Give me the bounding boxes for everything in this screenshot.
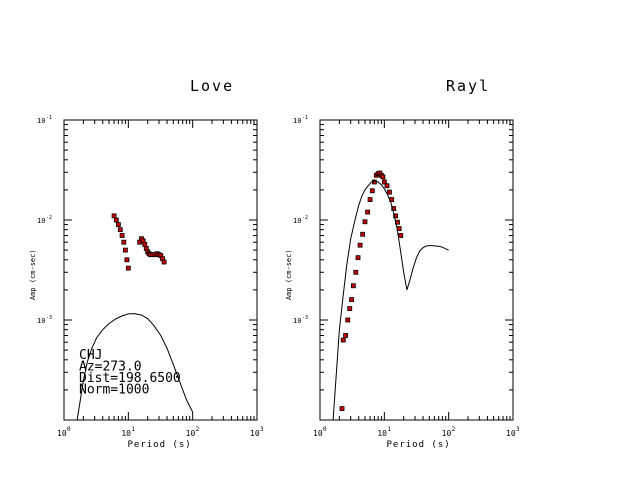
- data-point: [122, 247, 128, 253]
- data-point: [113, 217, 119, 223]
- x-tick-label-exp: 2: [452, 426, 456, 433]
- data-point: [380, 174, 386, 180]
- data-point: [387, 189, 392, 195]
- data-point: [369, 188, 375, 194]
- data-point: [345, 317, 351, 323]
- y-tick-label: 10: [293, 217, 301, 225]
- plot-frame: [319, 119, 514, 421]
- x-tick-label-exp: 0: [67, 426, 71, 433]
- station-annotation: Norm=1000: [79, 383, 149, 398]
- x-tick-label: 10: [186, 429, 196, 438]
- y-tick-label-exp: -1: [46, 115, 52, 121]
- data-point: [119, 233, 125, 238]
- data-point: [349, 297, 355, 302]
- data-point: [355, 255, 361, 261]
- x-tick-label-exp: 3: [516, 426, 520, 433]
- x-tick-label: 10: [377, 429, 387, 438]
- y-tick-label-exp: -2: [302, 215, 308, 221]
- data-point: [365, 209, 371, 215]
- data-point: [115, 222, 121, 227]
- x-tick-label: 10: [57, 429, 67, 438]
- station-annotation: CHJ: [79, 348, 102, 363]
- data-point: [124, 257, 130, 263]
- x-tick-label-exp: 1: [131, 426, 135, 433]
- data-point: [343, 333, 349, 338]
- station-annotation: Dist=198.6500: [79, 371, 181, 386]
- y-tick-label: 10: [293, 117, 301, 125]
- y-tick-label-exp: -3: [46, 315, 52, 321]
- x-tick-label: 10: [250, 429, 260, 438]
- data-point: [360, 231, 366, 237]
- plot-frame: [63, 119, 258, 421]
- y-tick-label: 10: [37, 317, 45, 325]
- y-tick-label-exp: -1: [302, 115, 308, 121]
- data-point: [367, 197, 373, 202]
- data-point: [117, 227, 123, 233]
- y-tick-label: 10: [37, 217, 45, 225]
- data-point: [121, 239, 127, 245]
- model-curve-line: [332, 180, 449, 420]
- x-tick-label: 10: [506, 429, 516, 438]
- x-tick-label: 10: [313, 429, 323, 438]
- y-tick-label: 10: [37, 117, 45, 125]
- x-tick-label: 10: [121, 429, 131, 438]
- data-point: [384, 183, 390, 189]
- x-axis-label: Period (s): [387, 440, 451, 450]
- panel-title: Rayl: [446, 77, 490, 95]
- x-tick-label-exp: 2: [196, 426, 200, 433]
- x-axis-label: Period (s): [128, 440, 192, 450]
- data-point: [362, 219, 368, 225]
- y-tick-label-exp: -3: [302, 315, 308, 321]
- y-axis-label: Amp (cm-sec): [29, 249, 37, 300]
- x-tick-label: 10: [442, 429, 452, 438]
- data-point: [353, 269, 359, 275]
- data-point: [350, 283, 356, 289]
- data-point: [161, 259, 167, 265]
- data-point: [357, 242, 363, 248]
- panel-title: Love: [190, 77, 234, 95]
- data-point: [381, 179, 387, 185]
- x-tick-label-exp: 0: [323, 426, 327, 433]
- model-curve-line: [76, 313, 194, 420]
- data-point: [393, 213, 399, 219]
- data-point: [391, 206, 397, 212]
- y-axis-label: Amp (cm-sec): [285, 249, 293, 300]
- y-tick-label-exp: -2: [46, 215, 52, 221]
- data-point: [347, 306, 353, 312]
- station-annotation: Az=273.0: [79, 360, 142, 375]
- data-point: [125, 265, 131, 271]
- data-point: [111, 213, 117, 219]
- data-point: [142, 242, 148, 247]
- data-point: [339, 406, 345, 412]
- y-tick-label: 10: [293, 317, 301, 325]
- x-tick-label-exp: 3: [260, 426, 264, 433]
- data-point: [398, 233, 404, 238]
- data-point: [340, 337, 346, 343]
- x-tick-label-exp: 1: [387, 426, 391, 433]
